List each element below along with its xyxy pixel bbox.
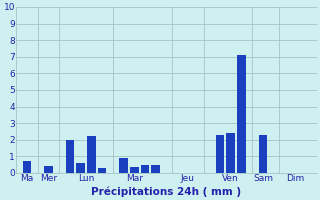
Bar bbox=[66, 140, 74, 173]
Bar bbox=[76, 163, 85, 173]
Bar bbox=[23, 161, 31, 173]
Bar bbox=[237, 55, 246, 173]
Bar bbox=[227, 133, 235, 173]
Bar bbox=[87, 136, 96, 173]
Bar bbox=[130, 167, 139, 173]
Bar bbox=[141, 165, 149, 173]
Bar bbox=[216, 135, 224, 173]
Bar bbox=[151, 165, 160, 173]
X-axis label: Précipitations 24h ( mm ): Précipitations 24h ( mm ) bbox=[92, 186, 242, 197]
Bar bbox=[98, 168, 107, 173]
Bar bbox=[259, 135, 267, 173]
Bar bbox=[119, 158, 128, 173]
Bar bbox=[44, 166, 53, 173]
